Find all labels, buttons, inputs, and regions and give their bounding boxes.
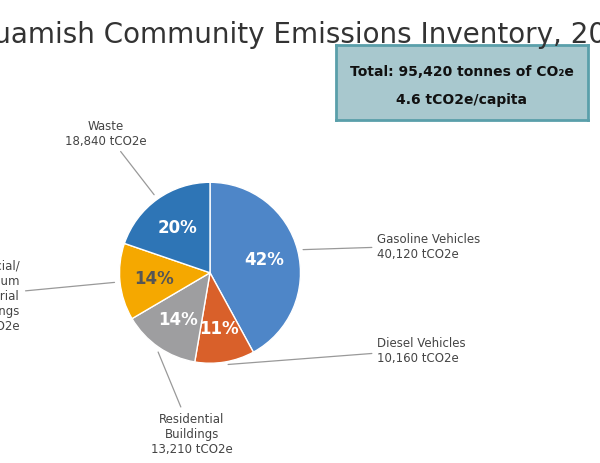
Text: 4.6 tCO2e/capita: 4.6 tCO2e/capita	[397, 93, 527, 106]
Wedge shape	[195, 273, 253, 363]
Text: 42%: 42%	[244, 250, 284, 268]
Text: Squamish Community Emissions Inventory, 2017: Squamish Community Emissions Inventory, …	[0, 21, 600, 49]
Text: Diesel Vehicles
10,160 tCO2e: Diesel Vehicles 10,160 tCO2e	[228, 336, 466, 365]
Text: Waste
18,840 tCO2e: Waste 18,840 tCO2e	[65, 119, 154, 195]
Text: 14%: 14%	[158, 310, 198, 328]
Text: 11%: 11%	[199, 319, 239, 338]
Text: 14%: 14%	[134, 270, 174, 288]
Wedge shape	[210, 183, 301, 352]
Text: Gasoline Vehicles
40,120 tCO2e: Gasoline Vehicles 40,120 tCO2e	[303, 232, 481, 260]
Wedge shape	[132, 273, 210, 362]
Wedge shape	[119, 244, 210, 319]
Text: Total: 95,420 tonnes of CO₂e: Total: 95,420 tonnes of CO₂e	[350, 64, 574, 78]
Text: Residential
Buildings
13,210 tCO2e: Residential Buildings 13,210 tCO2e	[151, 352, 233, 455]
Text: Commercial/
Small-Medium
Industrial
Buildings
13,090 tCO2e: Commercial/ Small-Medium Industrial Buil…	[0, 259, 115, 332]
Wedge shape	[124, 183, 210, 273]
Text: 20%: 20%	[158, 219, 197, 237]
